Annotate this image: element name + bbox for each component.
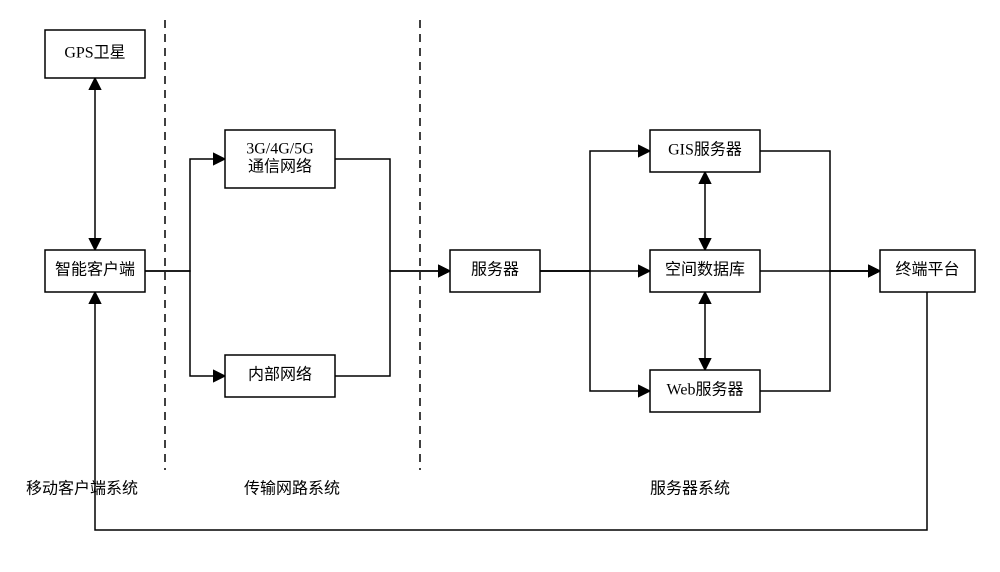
edge-web-terminal xyxy=(760,271,880,391)
node-label: 内部网络 xyxy=(248,365,312,384)
node-label: 空间数据库 xyxy=(665,261,745,279)
section-label-sec_left: 移动客户端系统 xyxy=(26,480,138,498)
node-terminal: 终端平台 xyxy=(880,250,975,292)
edge-net345g-server xyxy=(335,159,450,271)
node-net345g: 3G/4G/5G通信网络 xyxy=(225,130,335,188)
edge-gis-terminal xyxy=(760,151,880,271)
section-label-sec_right: 服务器系统 xyxy=(650,480,730,498)
edge-terminal-client xyxy=(95,292,927,530)
node-gis: GIS服务器 xyxy=(650,130,760,172)
node-label: 服务器 xyxy=(471,261,519,279)
node-gps: GPS卫星 xyxy=(45,30,145,78)
edge-server-gis xyxy=(540,151,650,271)
node-label: 通信网络 xyxy=(248,157,312,176)
edge-client-intranet xyxy=(145,271,225,376)
edge-intranet-server xyxy=(335,271,450,376)
node-web: Web服务器 xyxy=(650,370,760,412)
edge-client-net345g xyxy=(145,159,225,271)
edge-server-web xyxy=(540,271,650,391)
node-label: 终端平台 xyxy=(895,261,959,279)
node-label: GPS卫星 xyxy=(64,45,125,62)
node-server: 服务器 xyxy=(450,250,540,292)
node-spatial: 空间数据库 xyxy=(650,250,760,292)
node-label: 智能客户端 xyxy=(55,261,135,279)
node-label: GIS服务器 xyxy=(668,141,742,159)
node-intranet: 内部网络 xyxy=(225,355,335,397)
node-label: Web服务器 xyxy=(667,381,744,399)
node-label: 3G/4G/5G xyxy=(246,141,314,158)
section-label-sec_mid: 传输网路系统 xyxy=(244,480,340,498)
system-architecture-diagram: GPS卫星智能客户端 3G/4G/5G通信网络内部网络 服务器 GIS服务器空间数据库… xyxy=(0,0,1000,572)
node-client: 智能客户端 xyxy=(45,250,145,292)
